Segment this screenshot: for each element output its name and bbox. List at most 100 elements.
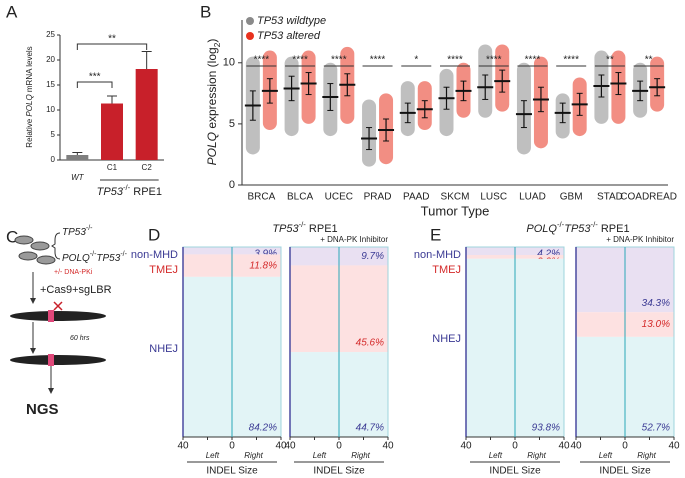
x-tick-label: 0	[336, 441, 342, 452]
percent-label: 34.3%	[642, 298, 670, 309]
bar	[135, 69, 158, 160]
significance-label: ****	[254, 55, 270, 66]
significance-label: **	[606, 55, 614, 66]
panel-letter: A	[6, 2, 18, 21]
x-axis-label: INDEL Size	[313, 466, 365, 477]
panel-subtitle: + DNA-PK Inhibitor	[606, 235, 674, 244]
text-part: 2	[212, 42, 222, 47]
text-part: mRNA levels	[25, 46, 34, 94]
significance-label: ****	[447, 55, 463, 66]
text-part: RPE1	[598, 223, 630, 235]
x-tick-label: C2	[142, 163, 153, 172]
genotype: TP53-/-	[62, 225, 93, 237]
significance-label: ****	[525, 55, 541, 66]
cell-icon	[36, 255, 56, 265]
legend-marker	[246, 32, 254, 40]
cell-icon	[14, 235, 34, 245]
genotype: POLQ-/-TP53-/-	[62, 251, 128, 263]
chromosome	[10, 355, 106, 365]
significance-label: ****	[563, 55, 579, 66]
text-part: Relative	[25, 117, 34, 148]
category-label: NHEJ	[149, 343, 178, 355]
significance-label: *	[414, 55, 418, 66]
text-part: -/-	[299, 220, 307, 229]
text-part: -/-	[557, 220, 565, 229]
treatment: +/- DNA-PKi	[54, 269, 93, 276]
percent-label: 11.8%	[249, 260, 277, 271]
x-axis-label: Tumor Type	[421, 203, 490, 218]
x-sublabel: Right	[527, 451, 546, 460]
panel-letter: B	[200, 2, 211, 21]
text-part: -/-	[86, 225, 93, 232]
target-site	[48, 310, 54, 322]
readout: NGS	[26, 401, 59, 418]
text-part: )	[205, 39, 219, 43]
y-tick-label: 5	[51, 130, 56, 139]
bar	[66, 155, 89, 160]
significance-bracket	[76, 81, 113, 88]
x-tick-label: STAD	[597, 192, 623, 203]
text-part: POLQ	[25, 94, 34, 116]
percent-label: 93.8%	[532, 423, 560, 434]
percent-label: 13.0%	[642, 319, 670, 330]
panel-c: C TP53-/- POLQ-/-TP53-/- +/- DNA-PKi +Ca…	[6, 225, 128, 418]
text-part: -/-	[123, 183, 131, 192]
x-axis-label: INDEL Size	[489, 466, 541, 477]
x-tick-label: C1	[107, 163, 118, 172]
bar	[101, 103, 123, 160]
x-tick-label: UCEC	[325, 192, 353, 203]
cell-icon	[30, 241, 50, 251]
text-part: POLQ	[205, 132, 219, 165]
x-tick-label: COADREAD	[620, 192, 677, 203]
percent-label: 3.9%	[254, 249, 277, 260]
panel-letter: D	[148, 225, 160, 244]
x-tick-label: LUSC	[480, 192, 507, 203]
y-tick-label: 0	[229, 179, 235, 191]
text-part: TP53	[62, 227, 86, 238]
category-label: TMEJ	[432, 264, 461, 276]
x-axis-label: INDEL Size	[206, 466, 258, 477]
text-part: TP53	[564, 223, 591, 235]
text-part: RPE1	[306, 223, 338, 235]
x-tick-label: 0	[512, 441, 518, 452]
arrowhead	[48, 388, 54, 394]
arrowhead	[30, 298, 36, 304]
x-tick-label: PAAD	[403, 192, 430, 203]
category-label: non-MHD	[131, 249, 178, 261]
text-part: POLQ	[62, 253, 90, 264]
y-tick-label: 5	[229, 118, 235, 130]
text-part: TP53	[97, 186, 124, 198]
x-tick-label: SKCM	[441, 192, 470, 203]
x-axis-label: INDEL Size	[599, 466, 651, 477]
y-tick-label: 0	[51, 155, 56, 164]
panel-3: E POLQ-/-TP53-/- RPE1+ DNA-PK Inhibitor4.…	[414, 220, 680, 477]
text-part: RPE1	[130, 186, 162, 198]
panel-2: D TP53-/- RPE1+ DNA-PK Inhibitor 3.9% non-M…	[131, 220, 394, 477]
text-part: -/-	[120, 251, 127, 258]
x-sublabel: Left	[313, 451, 327, 460]
x-tick-label: BLCA	[287, 192, 313, 203]
time: 60 hrs	[70, 335, 90, 342]
x-tick-label: 40	[275, 441, 287, 452]
panel-letter: E	[430, 225, 441, 244]
panel-title: POLQ-/-TP53-/- RPE1	[526, 220, 629, 235]
significance-label: ****	[370, 55, 386, 66]
percent-label: 52.7%	[642, 423, 670, 434]
significance-label: ****	[292, 55, 308, 66]
group-label: TP53-/- RPE1	[97, 183, 162, 198]
text-part: TP53	[272, 223, 299, 235]
category-label: NHEJ	[432, 333, 461, 345]
panel-a: A 0 5 10 15 20 25 Relative POLQ mRNA levels WT C1…	[6, 2, 164, 198]
x-tick-label: 40	[382, 441, 394, 452]
x-tick-label: LUAD	[519, 192, 546, 203]
scissors	[53, 301, 63, 311]
x-sublabel: Right	[637, 451, 656, 460]
x-sublabel: Right	[244, 451, 263, 460]
significance-label: ****	[486, 55, 502, 66]
x-tick-label: 40	[570, 441, 582, 452]
percent-label: 84.2%	[249, 423, 277, 434]
y-tick-label: 20	[46, 55, 55, 64]
legend-label: TP53 altered	[257, 30, 321, 42]
x-tick-label: 40	[558, 441, 570, 452]
